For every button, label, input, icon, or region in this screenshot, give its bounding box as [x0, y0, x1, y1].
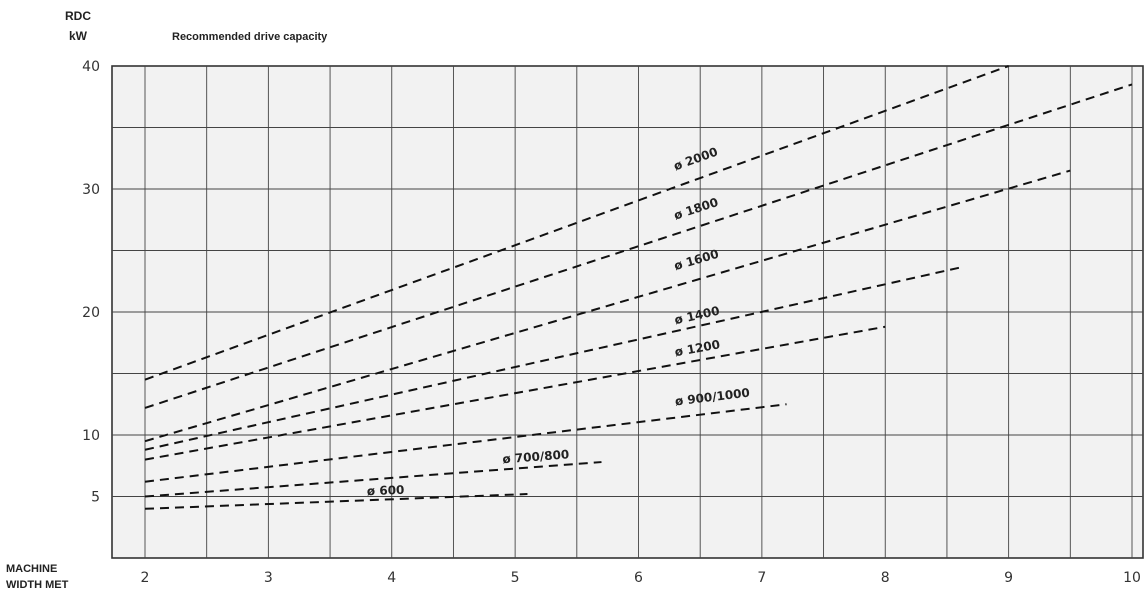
x-axis-ticks: 2 3 4 5 6 7 8 9 10 — [141, 570, 1141, 586]
x-tick-label: 7 — [757, 570, 766, 586]
series-line — [144, 83, 1133, 409]
x-axis-label-line1: MACHINE — [6, 563, 57, 575]
y-tick-label: 10 — [82, 428, 100, 444]
x-tick-label: 4 — [387, 570, 396, 586]
y-axis-ticks: 5 10 20 30 40 — [82, 59, 100, 506]
series-line — [144, 461, 602, 498]
x-tick-label: 2 — [141, 570, 150, 586]
series-line — [144, 169, 1071, 443]
x-axis-label-line2: WIDTH MET — [6, 579, 69, 591]
series-line — [144, 403, 787, 483]
y-axis-label-line2: kW — [69, 29, 88, 43]
x-tick-label: 10 — [1123, 570, 1141, 586]
y-tick-label: 20 — [82, 305, 100, 321]
series-line — [144, 266, 960, 451]
x-tick-label: 9 — [1004, 570, 1013, 586]
chart-title: Recommended drive capacity — [172, 31, 328, 43]
y-tick-label: 40 — [82, 59, 100, 75]
y-tick-label: 30 — [82, 182, 100, 198]
series-line — [144, 65, 1009, 381]
x-tick-label: 3 — [264, 570, 273, 586]
x-tick-label: 8 — [881, 570, 890, 586]
series-label: ø 700/800 — [502, 447, 570, 466]
y-axis-label-line1: RDC — [65, 9, 91, 23]
grid — [112, 66, 1143, 558]
x-tick-label: 5 — [511, 570, 520, 586]
series-layer — [144, 65, 1133, 510]
series-label: ø 600 — [367, 483, 405, 498]
series-line — [144, 493, 528, 510]
x-tick-label: 6 — [634, 570, 643, 586]
series-line — [144, 325, 886, 461]
y-tick-label: 5 — [91, 490, 100, 506]
